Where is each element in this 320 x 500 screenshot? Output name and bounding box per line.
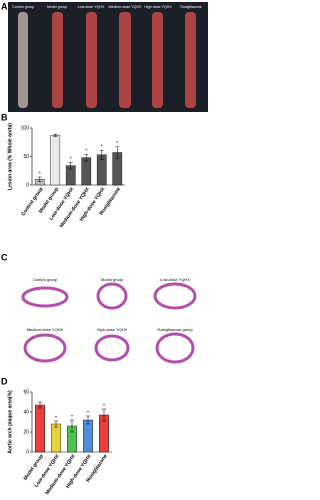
y-tick-label: 50 [23, 154, 29, 160]
image-caption: High-dose YQHX [144, 5, 172, 9]
significance: * [116, 141, 118, 147]
y-tick-label: 0 [26, 449, 29, 455]
significance: * [71, 414, 73, 420]
y-tick-label: 40 [23, 409, 29, 415]
y-tick-label: 100 [21, 125, 30, 131]
image-caption: Model group [101, 277, 124, 282]
error-bar [68, 161, 73, 170]
significance: * [101, 145, 103, 151]
image-caption: Medium-dose YQHX [109, 5, 142, 9]
bar [82, 419, 93, 453]
significance: * [55, 415, 57, 421]
error-bar [86, 415, 90, 425]
bar [51, 423, 62, 453]
image-caption: Control group [12, 5, 34, 9]
error-bar [70, 419, 74, 433]
error-bar [54, 420, 58, 428]
significance: * [70, 157, 72, 163]
panel-label: B [1, 112, 8, 122]
figure: A C Control group Model group Low-dose YQH… [1, 1, 208, 496]
error-bar [37, 176, 42, 182]
image-caption: Control group [33, 277, 58, 282]
y-axis-label: Lesion area (% Whole aorta) [7, 123, 13, 190]
bar [81, 157, 92, 186]
image-caption: High-dose YQHX [97, 327, 128, 332]
image-caption: Low-dose YQHX [160, 277, 190, 282]
y-tick-label: 60 [23, 389, 29, 395]
error-bar [115, 146, 120, 159]
bar [35, 404, 46, 453]
significance: * [87, 410, 89, 416]
image-caption: Medium-dose YQHX [27, 327, 64, 332]
y-axis-label: Aortic arch plaque area(%) [7, 390, 13, 454]
panel-label: A [1, 1, 8, 11]
image-caption: Model group [47, 5, 67, 9]
error-bar [84, 153, 89, 162]
panel-label: D [1, 376, 8, 386]
image-caption: Rosiglitazone group [157, 327, 193, 332]
y-tick-label: 20 [23, 429, 29, 435]
significance: * [103, 403, 105, 409]
significance: * [39, 171, 41, 177]
image-caption: Rosiglitazone [180, 5, 202, 9]
error-bar [99, 149, 104, 160]
panel-c-images [21, 282, 197, 364]
panel-label: C [1, 252, 8, 262]
error-bar [53, 134, 58, 137]
error-bar [38, 401, 42, 409]
bar [50, 135, 61, 186]
y-tick-label: 0 [26, 182, 29, 188]
significance: * [85, 149, 87, 155]
image-caption: Low-dose YQHX [78, 5, 105, 9]
panel-a-images [8, 2, 208, 112]
error-bar [102, 408, 106, 422]
